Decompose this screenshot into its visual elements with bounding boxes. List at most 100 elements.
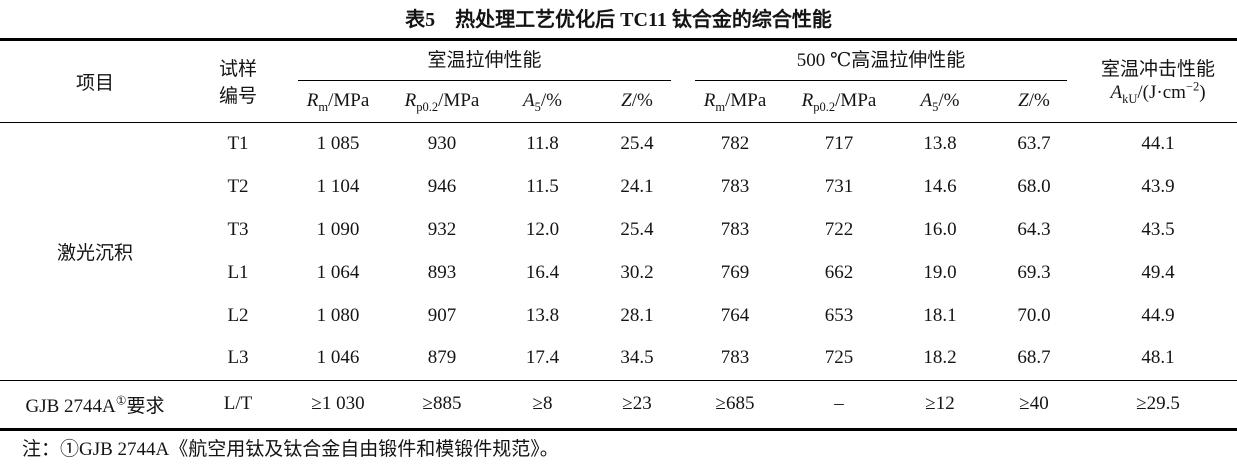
subcol-symbol: Z: [1018, 90, 1029, 112]
footnote-prefix: 注：: [22, 438, 61, 460]
value-cell: 662: [824, 261, 854, 283]
value-cell: 1 080: [316, 304, 360, 326]
header-group-500c-tensile: 500 ℃高温拉伸性能: [683, 40, 1079, 81]
value-cell: ≥8: [494, 379, 591, 429]
impact-unit-post: ): [1199, 82, 1206, 104]
value-cell: 19.0: [923, 261, 957, 283]
subcol-subscript: 5: [534, 100, 541, 115]
value-cell: 44.9: [1141, 304, 1175, 326]
subcol-symbol: A: [523, 90, 535, 112]
value-cell: 783: [720, 347, 750, 369]
value-cell: ≥1 030: [286, 379, 390, 429]
subcol-symbol: A: [920, 90, 933, 112]
value-cell: 946: [427, 175, 457, 197]
header-impact-title: 室温冲击性能: [1101, 59, 1216, 81]
subcol-rm-ht: Rm/MPa: [683, 81, 788, 123]
value-cell: 48.1: [1141, 347, 1175, 369]
subcol-a5-rt: A5/%: [494, 81, 591, 123]
subcol-z-ht: Z/%: [989, 81, 1080, 123]
value-cell: 18.2: [923, 347, 957, 369]
value-cell: 64.3: [1017, 218, 1051, 240]
sample-id: T2: [227, 175, 249, 197]
value-cell: 68.7: [1017, 347, 1051, 369]
table-row: L1 1 064 893 16.4 30.2 769 662 19.0 69.3…: [0, 251, 1237, 294]
value-cell: 1 046: [316, 347, 360, 369]
value-cell: ≥40: [989, 379, 1080, 429]
value-cell: 44.1: [1141, 132, 1175, 154]
value-cell: 11.8: [526, 132, 559, 154]
subcol-unit: /%: [1028, 90, 1050, 112]
value-cell: 24.1: [620, 175, 654, 197]
subcol-symbol: R: [306, 90, 319, 112]
value-cell: 764: [720, 304, 750, 326]
value-cell: 783: [720, 218, 750, 240]
value-cell: 17.4: [525, 347, 560, 369]
value-cell: 43.5: [1141, 218, 1175, 240]
value-cell: ≥29.5: [1079, 379, 1237, 429]
subcol-rp02-rt: Rp0.2/MPa: [390, 81, 494, 123]
value-cell: ≥23: [591, 379, 684, 429]
header-impact-unit: AkU/(J·cm−2): [1079, 81, 1237, 106]
value-cell: 30.2: [620, 261, 654, 283]
subcol-a5-ht: A5/%: [891, 81, 990, 123]
group-label-laser-deposition: 激光沉积: [56, 242, 133, 264]
value-cell: 63.7: [1017, 132, 1051, 154]
value-cell: 16.4: [525, 261, 560, 283]
value-cell: 68.0: [1017, 175, 1051, 197]
value-cell: –: [787, 379, 892, 429]
value-cell: 782: [720, 132, 750, 154]
value-cell: 1 090: [316, 218, 360, 240]
value-cell: 907: [427, 304, 457, 326]
impact-unit-pre: /(J·cm: [1137, 82, 1186, 104]
value-cell: 25.4: [620, 218, 654, 240]
value-cell: 1 104: [316, 175, 360, 197]
sample-id: L3: [227, 347, 249, 369]
value-cell: 717: [824, 132, 854, 154]
value-cell: 1 085: [316, 132, 360, 154]
header-item: 项目: [0, 39, 190, 123]
header-sample-line1: 试样: [218, 59, 257, 81]
sample-id: T3: [227, 218, 249, 240]
subcol-unit: /%: [938, 90, 960, 112]
subcol-unit: /MPa: [438, 90, 480, 112]
subcol-unit: /%: [631, 90, 653, 112]
value-cell: 1 064: [316, 261, 360, 283]
value-cell: 722: [824, 218, 854, 240]
value-cell: 783: [720, 175, 750, 197]
sample-id: L2: [227, 304, 249, 326]
requirement-item: GJB 2744A①要求: [0, 379, 190, 429]
header-group-room-temp-tensile: 室温拉伸性能: [286, 40, 683, 81]
subcol-rp02-ht: Rp0.2/MPa: [787, 81, 892, 123]
table-row: L2 1 080 907 13.8 28.1 764 653 18.1 70.0…: [0, 294, 1237, 337]
header-sample-line2: 编号: [218, 86, 257, 108]
value-cell: 893: [427, 261, 457, 283]
requirement-item-tail: 要求: [126, 395, 165, 417]
subcol-unit: /MPa: [725, 90, 767, 112]
value-cell: ≥685: [683, 379, 788, 429]
properties-table: 项目 试样 编号 室温拉伸性能 500 ℃高温拉伸性能 室温冲击性能 AkU/(…: [0, 38, 1237, 431]
subcol-z-rt: Z/%: [591, 81, 684, 123]
header-sample-no: 试样 编号: [190, 39, 286, 123]
value-cell: 16.0: [923, 218, 957, 240]
table-row: 激光沉积 T1 1 085 930 11.8 25.4 782 717 13.8…: [0, 122, 1237, 264]
value-cell: 12.0: [525, 218, 560, 240]
table-row: T2 1 104 946 11.5 24.1 783 731 14.6 68.0…: [0, 165, 1237, 208]
value-cell: 14.6: [923, 175, 957, 197]
header-group-ht-label: 500 ℃高温拉伸性能: [695, 41, 1068, 81]
footnote-ref-mark: ①: [115, 393, 127, 408]
value-cell: 930: [427, 132, 457, 154]
subcol-subscript: 5: [932, 100, 939, 115]
value-cell: 18.1: [923, 304, 957, 326]
value-cell: 25.4: [620, 132, 654, 154]
subcol-subscript: m: [715, 100, 726, 115]
sample-id: T1: [227, 132, 249, 154]
header-group-rt-label: 室温拉伸性能: [298, 41, 672, 81]
impact-symbol: A: [1110, 82, 1123, 104]
sample-id: L1: [227, 261, 249, 283]
subcol-unit: /MPa: [835, 90, 877, 112]
value-cell: 69.3: [1017, 261, 1051, 283]
sample-id: L/T: [190, 379, 286, 429]
subcol-symbol: R: [801, 90, 814, 112]
subcol-unit: /MPa: [328, 90, 370, 112]
value-cell: 879: [427, 347, 457, 369]
